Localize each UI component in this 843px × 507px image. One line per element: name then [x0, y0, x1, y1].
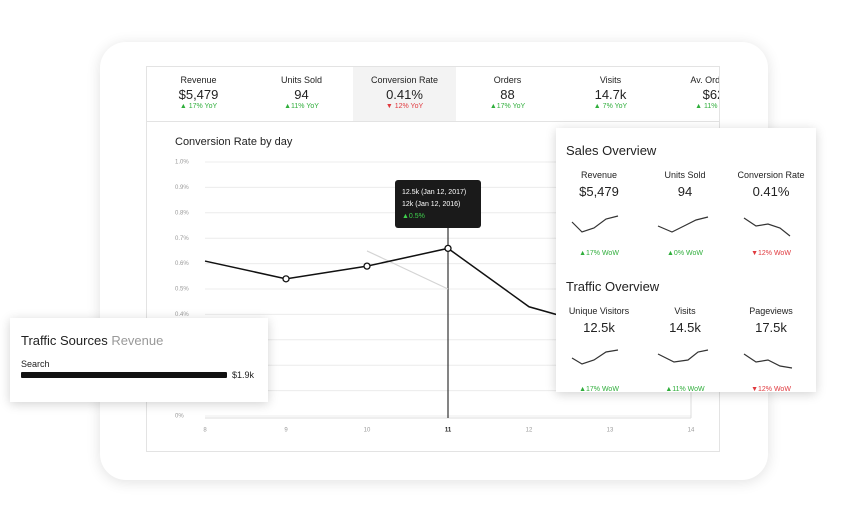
kpi-cell: Conversion Rate 0.41% ▼ 12% YoY [353, 67, 456, 122]
x-tick-label: 13 [607, 428, 614, 434]
x-tick-label: 8 [203, 428, 207, 434]
metric-label: Conversion Rate [737, 170, 805, 180]
kpi-cell: Visits 14.7k ▲ 7% YoY [559, 67, 662, 122]
kpi-change: ▲11% YoY [284, 103, 319, 110]
tooltip-line: 12k (Jan 12, 2016) [402, 201, 460, 208]
kpi-value: 88 [500, 87, 515, 102]
x-tick-label: 14 [688, 428, 695, 434]
y-tick-label: 0.8% [175, 210, 189, 216]
y-tick-label: 0.5% [175, 287, 189, 293]
metric-change: ▼12% WoW [751, 250, 791, 257]
kpi-value: 0.41% [386, 87, 423, 102]
sparkline-path [571, 349, 619, 365]
y-tick-label: 0.4% [175, 312, 189, 318]
y-tick-label: 0.9% [175, 185, 189, 191]
source-value: $1.9k [232, 370, 255, 380]
x-tick-label: 11 [445, 428, 452, 434]
x-tick-label: 9 [284, 428, 288, 434]
metric-change: ▲17% WoW [579, 250, 619, 257]
kpi-cell: Av. Order V $62▲ 11% YoY [662, 67, 720, 122]
sparkline [571, 349, 619, 365]
metric-change: ▼12% WoW [751, 386, 791, 393]
metric-label: Unique Visitors [568, 306, 630, 316]
source-bar [21, 372, 227, 378]
sparkline [657, 216, 709, 233]
metric-value: 14.5k [669, 320, 701, 335]
metric-label: Visits [674, 306, 696, 316]
kpi-label: Units Sold [280, 75, 323, 85]
sparkline [571, 215, 619, 233]
kpi-label: Visits [599, 75, 622, 85]
kpi-label: Av. Order V [690, 75, 720, 85]
kpi-cell: Revenue $5,479 ▲ 17% YoY [147, 67, 250, 122]
kpi-change: ▲17% YoY [489, 103, 526, 110]
metric-label: Units Sold [664, 170, 706, 180]
tooltip [395, 180, 481, 228]
kpi-value: 14.7k [594, 87, 627, 102]
sparkline-path [743, 353, 793, 369]
tooltip-change: ▲0.5% [402, 213, 425, 220]
title: Traffic Sources [21, 333, 108, 348]
kpi-label: Revenue [180, 75, 217, 85]
y-tick-label: 0.7% [175, 236, 189, 242]
screen: Revenue $5,479 ▲ 17% YoY Units Sold 94 ▲11% Y… [146, 66, 720, 452]
line-series [204, 247, 611, 331]
chart-title: Conversion Rate by day [175, 136, 293, 148]
subtitle: Revenue [107, 333, 164, 348]
section-title: Sales Overview [566, 143, 657, 158]
metric-value: 12.5k [583, 320, 615, 335]
sparkline-path [743, 217, 791, 237]
tooltip-line: 12.5k (Jan 12, 2017) [402, 189, 466, 196]
sparkline [743, 217, 791, 237]
sparkline-path [571, 215, 619, 233]
sparkline-path [657, 216, 709, 233]
sparkline [743, 353, 793, 369]
kpi-value: 94 [294, 87, 309, 102]
kpi-value: $62 [702, 87, 719, 102]
kpi-change: ▲ 17% YoY [179, 103, 218, 110]
metric-value: 17.5k [755, 320, 787, 335]
metric-change: ▲11% WoW [665, 386, 705, 393]
kpi-cell: Units Sold 94 ▲11% YoY [250, 67, 353, 122]
y-tick-label: 0% [175, 414, 184, 420]
y-tick-label: 0.6% [175, 261, 189, 267]
metric-change: ▲0% WoW [667, 250, 703, 257]
kpi-change: ▲ 11% YoY [695, 103, 719, 110]
kpi-label: Orders [493, 75, 522, 85]
metric-value: $5,479 [579, 184, 619, 199]
source-name: Search [21, 359, 50, 369]
point [282, 275, 290, 283]
kpi-value: $5,479 [178, 87, 219, 102]
kpi-change: ▼ 12% YoY [385, 103, 424, 110]
traffic-sources-panel: Traffic Sources Revenue Search $1.9k [10, 318, 268, 402]
metric-label: Pageviews [749, 306, 793, 316]
kpi-label: Conversion Rate [370, 75, 439, 85]
x-tick-label: 12 [526, 428, 533, 434]
metric-change: ▲17% WoW [579, 386, 619, 393]
metric-value: 94 [677, 184, 693, 199]
sparkline [657, 349, 709, 363]
x-tick-label: 10 [364, 428, 371, 434]
kpi-cell: Orders 88 ▲17% YoY [456, 67, 559, 122]
y-tick-label: 1.0% [175, 160, 189, 166]
panel-title: Traffic Sources Revenue [21, 333, 163, 348]
point [444, 244, 452, 253]
sparkline-path [657, 349, 709, 363]
section-title: Traffic Overview [566, 279, 660, 294]
metric-value: 0.41% [752, 184, 790, 199]
kpi-change: ▲ 7% YoY [593, 103, 628, 110]
point [363, 262, 371, 270]
metric-label: Revenue [580, 170, 618, 180]
overview-panel: Sales Overview Revenue $5,479 ▲17% WoW Units… [556, 128, 816, 393]
